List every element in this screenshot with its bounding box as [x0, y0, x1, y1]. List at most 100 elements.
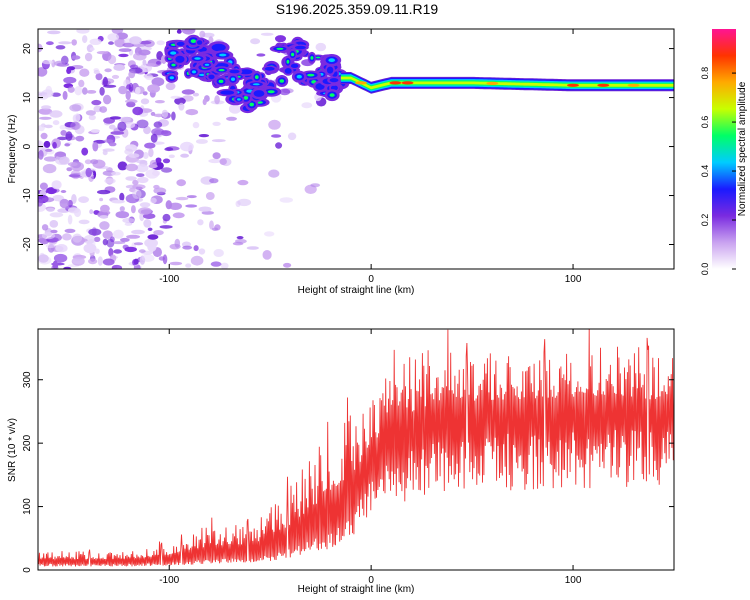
ridge-blob-mid — [175, 55, 185, 63]
noise-blob — [102, 230, 113, 239]
noise-blob — [185, 204, 198, 208]
noise-blob — [63, 266, 72, 269]
noise-blob — [99, 86, 105, 96]
ridge-hotspot — [627, 83, 640, 87]
spec-y-tick-label: -20 — [22, 237, 33, 252]
ridge-blob-mid — [196, 40, 203, 45]
noise-blob — [197, 219, 204, 226]
noise-blob — [49, 220, 59, 228]
noise-blob — [135, 164, 149, 173]
noise-blob — [88, 228, 102, 236]
noise-blob — [182, 245, 193, 250]
noise-blob — [310, 183, 321, 188]
noise-blob — [38, 91, 48, 95]
ridge-blob-mid — [239, 69, 253, 75]
noise-blob — [46, 41, 54, 46]
noise-blob — [118, 116, 132, 122]
ridge-blob-core — [307, 73, 315, 77]
spectrogram-y-axis-label: Frequency (Hz) — [7, 115, 18, 184]
noise-blob — [62, 90, 68, 100]
noise-blob — [82, 87, 88, 95]
noise-blob — [143, 219, 152, 228]
noise-blob — [55, 151, 66, 158]
noise-blob — [96, 51, 109, 55]
spec-y-tick-label: 20 — [22, 43, 33, 55]
ridge-blob-mid — [253, 90, 265, 97]
noise-blob — [250, 38, 261, 45]
noise-blob — [82, 35, 88, 44]
noise-blob — [135, 86, 141, 95]
noise-blob — [202, 32, 215, 38]
noise-blob — [85, 167, 92, 178]
noise-blob — [72, 257, 85, 265]
noise-blob — [41, 105, 52, 110]
snr-y-tick-label: 200 — [22, 434, 33, 451]
noise-blob — [170, 95, 181, 99]
noise-blob — [268, 169, 280, 178]
ridge-blob-core — [328, 58, 336, 63]
noise-blob — [165, 200, 172, 210]
noise-blob — [108, 248, 114, 257]
noise-blob — [264, 231, 275, 237]
noise-blob — [67, 214, 73, 225]
noise-blob — [83, 235, 95, 245]
noise-blob — [110, 131, 125, 135]
noise-blob — [51, 92, 61, 97]
noise-blob — [124, 222, 133, 226]
noise-blob — [160, 130, 172, 137]
noise-blob — [66, 67, 72, 74]
noise-blob — [81, 147, 89, 156]
noise-blob — [228, 104, 242, 114]
ridge-blob-core — [170, 51, 177, 55]
noise-blob — [45, 85, 53, 95]
noise-blob — [199, 30, 206, 38]
noise-blob — [209, 220, 214, 230]
noise-blob — [212, 121, 221, 126]
noise-blob — [74, 208, 81, 218]
noise-blob — [68, 174, 81, 178]
spec-x-tick-label: 100 — [565, 274, 582, 285]
noise-blob — [109, 116, 122, 120]
ridge-blob-core — [171, 63, 176, 67]
ridge-blob-core — [192, 70, 196, 74]
noise-blob — [95, 248, 100, 254]
noise-blob — [64, 143, 71, 147]
noise-blob — [156, 40, 165, 46]
ridge-blob-core — [218, 79, 224, 83]
noise-blob — [89, 209, 94, 215]
noise-blob — [103, 94, 112, 105]
noise-blob — [90, 129, 100, 133]
noise-blob — [78, 196, 89, 204]
noise-blob — [113, 229, 124, 239]
noise-blob — [139, 202, 151, 208]
noise-blob — [122, 217, 135, 224]
ridge-blob-core — [276, 47, 284, 50]
noise-blob — [220, 262, 229, 269]
noise-blob — [83, 243, 97, 254]
noise-blob — [60, 130, 67, 136]
noise-blob — [75, 135, 85, 142]
spectrogram-y-ticks: -20 -10 0 10 20 — [22, 43, 674, 252]
noise-blob — [97, 256, 103, 266]
noise-blob — [45, 243, 56, 249]
ridge-blob-core — [267, 90, 275, 94]
noise-blob — [178, 102, 185, 111]
ridge-blob-mid — [326, 66, 334, 74]
colorbar-tick-label: 0.2 — [700, 214, 710, 227]
noise-blob — [271, 134, 282, 138]
colorbar-ticks: 0.0 0.2 0.4 0.6 0.8 — [700, 67, 736, 275]
colorbar-tick-label: 0.0 — [700, 263, 710, 276]
ridge-blob-core — [194, 57, 201, 60]
noise-blob — [71, 55, 81, 60]
noise-blob — [132, 259, 137, 266]
noise-blob — [142, 91, 148, 96]
noise-blob — [54, 155, 68, 165]
noise-blob — [138, 207, 152, 215]
noise-blob — [107, 33, 119, 41]
ridge-blob-mid — [294, 45, 306, 50]
noise-blob — [88, 114, 96, 121]
noise-blob — [171, 111, 176, 121]
noise-blob — [137, 176, 149, 184]
noise-blob — [43, 140, 51, 148]
noise-blob — [236, 236, 244, 240]
